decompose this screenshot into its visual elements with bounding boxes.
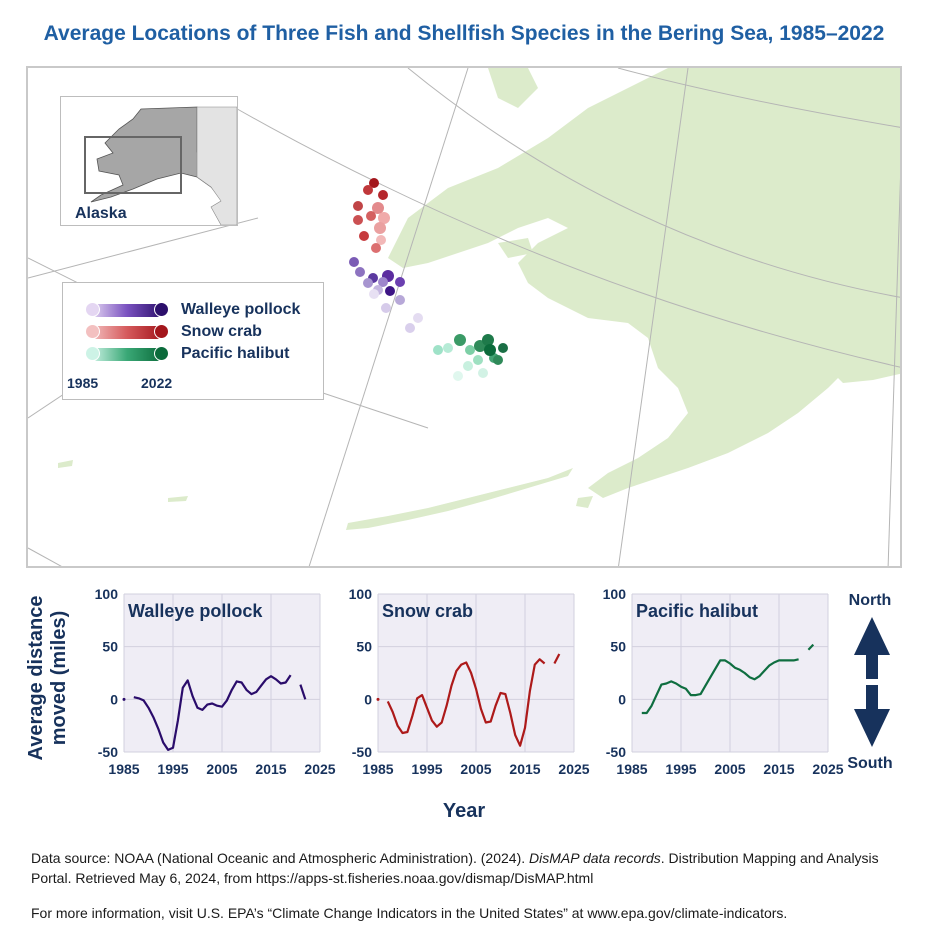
- legend-label-halibut: Pacific halibut: [181, 345, 290, 362]
- series-line: [133, 674, 292, 751]
- data-source-note: Data source: NOAA (National Oceanic and …: [31, 848, 911, 888]
- legend-item-snow-crab: Snow crab: [63, 323, 323, 345]
- x-tick-label: 1985: [616, 761, 647, 777]
- x-tick-label: 2015: [763, 761, 794, 777]
- panel-title: Snow crab: [382, 601, 473, 621]
- map-canvas: [28, 68, 900, 566]
- inset-label: Alaska: [75, 205, 127, 222]
- legend-item-halibut: Pacific halibut: [63, 345, 323, 367]
- panel-title: Walleye pollock: [128, 601, 263, 621]
- inset-highlight-box: [84, 136, 182, 194]
- north-arrow-icon: [854, 617, 890, 679]
- north-label: North: [848, 592, 892, 609]
- x-tick-label: 1985: [108, 761, 139, 777]
- legend-item-pollock: Walleye pollock: [63, 301, 323, 323]
- south-arrow-icon: [854, 685, 890, 747]
- legend-year-end: 2022: [141, 375, 173, 391]
- series-point: [376, 697, 380, 701]
- x-axis-label: Year: [442, 800, 486, 822]
- y-tick-label: 100: [603, 586, 627, 602]
- series-line: [386, 658, 546, 747]
- y-tick-label: 100: [349, 586, 373, 602]
- legend-gradient-snow-crab: [91, 326, 163, 339]
- legend-label-snow-crab: Snow crab: [181, 323, 262, 340]
- y-tick-label: -50: [352, 744, 372, 760]
- inset-canada: [196, 106, 238, 226]
- x-tick-label: 1995: [411, 761, 442, 777]
- island: [168, 496, 188, 502]
- y-tick-label: 50: [102, 639, 118, 655]
- chart-title: Average Locations of Three Fish and Shel…: [43, 22, 885, 45]
- x-tick-label: 2015: [509, 761, 540, 777]
- y-tick-label: 0: [364, 691, 372, 707]
- graticule: [28, 68, 900, 566]
- series-line: [299, 684, 307, 700]
- x-tick-label: 2015: [255, 761, 286, 777]
- legend-end-dot: [154, 324, 169, 339]
- legend-year-start: 1985: [67, 375, 99, 391]
- x-tick-label: 1995: [665, 761, 696, 777]
- island: [58, 460, 73, 468]
- pacific-halibut-points: [433, 334, 508, 381]
- legend-gradient-halibut: [91, 348, 163, 361]
- y-tick-label: 100: [95, 586, 119, 602]
- y-tick-label: 50: [610, 639, 626, 655]
- legend-label-pollock: Walleye pollock: [181, 301, 301, 318]
- y-tick-label: -50: [606, 744, 626, 760]
- island: [498, 238, 533, 258]
- source-prefix: Data source: NOAA (National Oceanic and …: [31, 850, 530, 866]
- legend-end-dot: [154, 346, 169, 361]
- y-tick-label: 0: [618, 691, 626, 707]
- x-tick-label: 2005: [206, 761, 237, 777]
- series-line: [807, 643, 815, 651]
- x-tick-label: 1985: [362, 761, 393, 777]
- more-info-note: For more information, visit U.S. EPA’s “…: [31, 905, 788, 921]
- alaska-inset-map: Alaska: [60, 96, 238, 226]
- source-italic: DisMAP data records: [529, 850, 661, 866]
- series-point: [122, 697, 126, 701]
- y-tick-label: -50: [98, 744, 118, 760]
- series-line: [641, 658, 799, 715]
- x-tick-label: 2005: [460, 761, 491, 777]
- north-south-arrows: [854, 617, 890, 747]
- aleutian-islands: [346, 468, 573, 530]
- legend-start-dot: [85, 346, 100, 361]
- legend: Walleye pollock Snow crab Pacific halibu…: [62, 282, 324, 400]
- legend-start-dot: [85, 302, 100, 317]
- alaska-north-coast: [488, 68, 538, 108]
- panel-title: Pacific halibut: [636, 601, 758, 621]
- series-line: [553, 653, 561, 665]
- legend-start-dot: [85, 324, 100, 339]
- inset-svg: [84, 106, 238, 226]
- x-tick-label: 2025: [812, 761, 843, 777]
- legend-gradient-pollock: [91, 304, 163, 317]
- legend-end-dot: [154, 302, 169, 317]
- island: [828, 339, 900, 383]
- x-tick-label: 2005: [714, 761, 745, 777]
- x-tick-label: 2025: [558, 761, 589, 777]
- x-tick-label: 2025: [304, 761, 335, 777]
- snow-crab-points: [353, 178, 390, 253]
- south-label: South: [847, 755, 893, 772]
- alaska-landmass: [388, 68, 900, 498]
- bering-sea-map: Alaska Walleye pollock Snow crab Pacific…: [26, 66, 902, 568]
- walleye-pollock-points: [349, 257, 423, 333]
- island: [576, 496, 593, 508]
- source-suffix: . Distribution Mapping and Analysis Port…: [31, 850, 879, 886]
- y-tick-label: 0: [110, 691, 118, 707]
- y-tick-label: 50: [356, 639, 372, 655]
- x-tick-label: 1995: [157, 761, 188, 777]
